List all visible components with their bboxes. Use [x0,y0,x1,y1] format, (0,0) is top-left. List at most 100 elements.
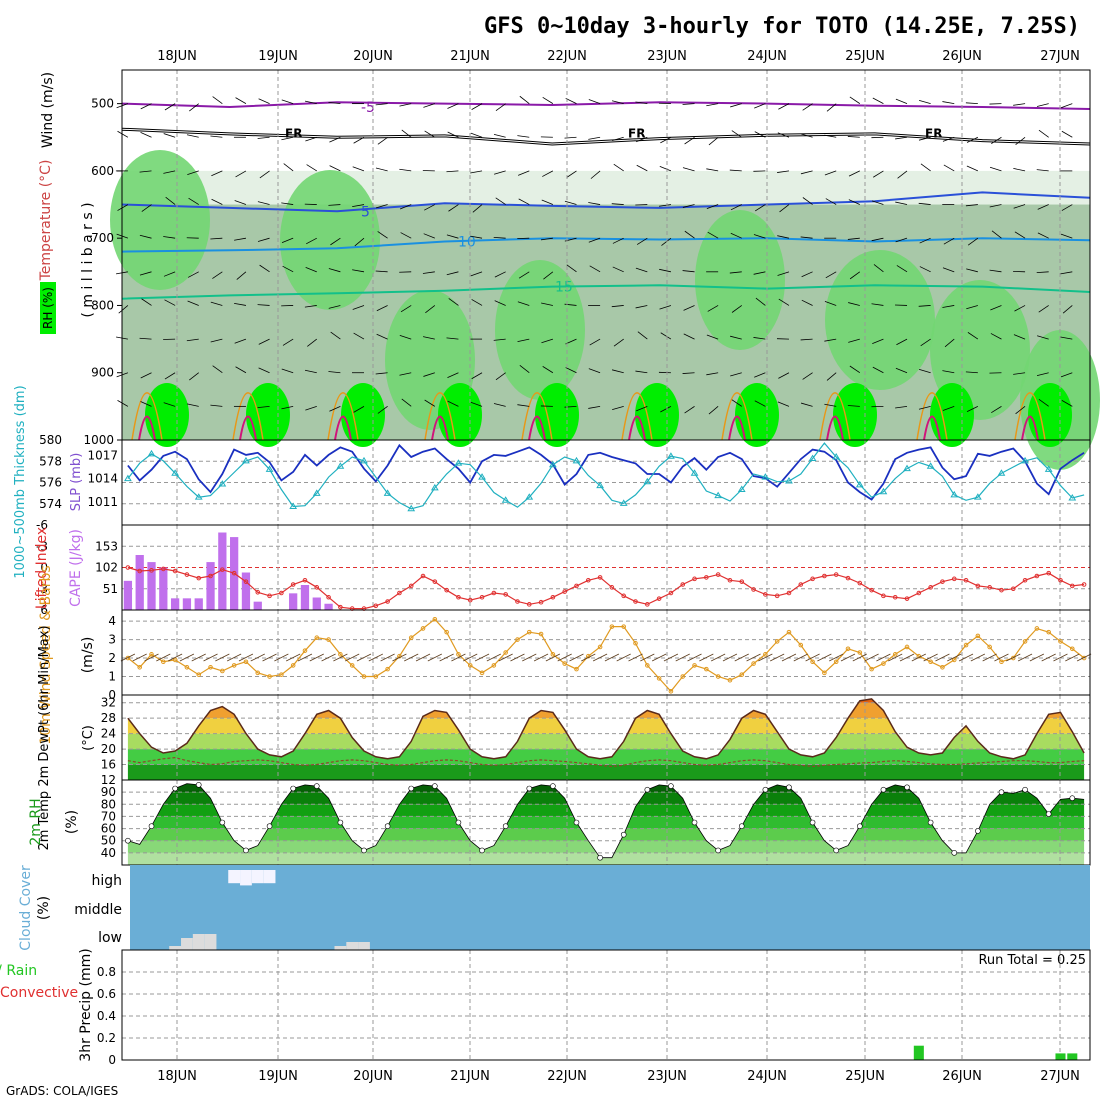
wind-barb [825,198,837,205]
isotherm-25-line [826,415,844,441]
li-marker [999,587,1004,593]
wind-barb [635,305,648,309]
wind-barb [375,167,388,172]
ylabel-convective: Convective [0,985,78,1001]
wind-barb [1036,103,1049,107]
wind-barb [895,136,908,140]
slp-marker [572,456,581,464]
wind-barb [919,266,931,273]
wind-barb [446,170,459,173]
wind-barb [1061,400,1073,407]
wind-barb [967,332,979,340]
cloud-low-bar [169,946,182,950]
temp-band [127,733,1085,750]
wind-marker [338,652,343,657]
wind-barb [164,372,176,380]
wind-speed-line [127,618,1085,693]
rh-marker [219,819,226,826]
li-marker [774,593,780,599]
wind-barb [730,103,742,108]
rh-marker [644,786,651,793]
wind-barb [777,132,790,138]
wind-marker [585,653,591,659]
li-marker [597,575,603,580]
rh-marker [904,784,910,791]
wind-barb [1013,168,1026,172]
li-marker [810,576,815,582]
wind-barb-10m [274,653,289,662]
wind-marker [845,646,851,652]
wind-barb [328,268,341,273]
wind-barb [706,204,719,210]
day-label-top: 26JUN [942,49,982,64]
isotherm-20-line [232,392,264,441]
wind-barb [729,271,742,274]
wind-barb [754,400,766,407]
wind-barb [424,204,436,211]
wind-marker [538,631,544,637]
wind-barb-10m [439,653,454,662]
wind-barb [635,101,648,105]
isotherm-label: 5 [361,204,370,220]
wind-barb [399,103,412,107]
isotherm-20-line [1014,392,1046,441]
wind-barb [139,234,152,239]
dewpoint-line [127,756,1085,768]
wind-barb-10m [840,653,856,662]
ylabel-precip: 3hr Precip (mm) [78,948,94,1061]
wind-barb [683,305,695,311]
wind-barb [283,163,294,172]
isotherm-25-line [431,415,449,441]
wind-barb-10m [191,653,206,662]
wind-barb [399,335,412,340]
day-label-bottom: 25JUN [845,1069,885,1084]
wind-barb [564,200,577,205]
temperature-line [127,698,1085,760]
wind-barb-10m [687,653,702,662]
wind-barb [518,271,530,279]
wind-barb [753,271,766,275]
wind-marker [597,644,603,650]
li-marker [704,575,709,580]
wind-barb [140,401,152,407]
li-marker [916,590,922,596]
wind-barb [471,299,483,306]
cloud-level-label: high [91,873,122,889]
cloud-low-bar [358,942,370,950]
wind-marker [515,637,520,642]
wind-barb [307,338,318,347]
rh-marker [455,819,462,826]
rh-marker [668,783,674,789]
wind-barb-10m [333,653,348,662]
wind-barb [540,237,553,241]
isotherm-line [121,284,1091,300]
li-marker [279,590,284,596]
wind-barb-10m [640,653,655,662]
precip-bar [913,1045,924,1060]
wind-barb [659,166,672,172]
rh-saturated-patch [535,383,579,447]
wind-barb-10m [226,653,242,662]
wind-barb-10m [167,653,183,662]
wind-barb [682,167,695,172]
li-marker [763,592,768,597]
li-tick-label: -3 [36,539,48,553]
wind-tick-label: 4 [108,614,116,628]
wind-barb [329,136,341,143]
rh-legend-box [40,282,56,334]
wind-barb [517,170,530,176]
wind-barb [965,371,978,374]
wind-barb [375,103,388,106]
wind-barb [966,136,979,143]
wind-marker [751,661,756,666]
wind-barb [1060,372,1073,378]
wind-marker [798,642,804,648]
rh-marker [266,823,273,829]
wind-marker [243,659,249,665]
wind-barb [755,297,766,306]
wind-barb [281,99,294,105]
rh-marker [1022,786,1028,793]
ylabel-mb: ( m i l l i b a r s ) [80,202,96,317]
li-tick-label: 0 [40,561,48,575]
cape-bar [182,598,192,610]
